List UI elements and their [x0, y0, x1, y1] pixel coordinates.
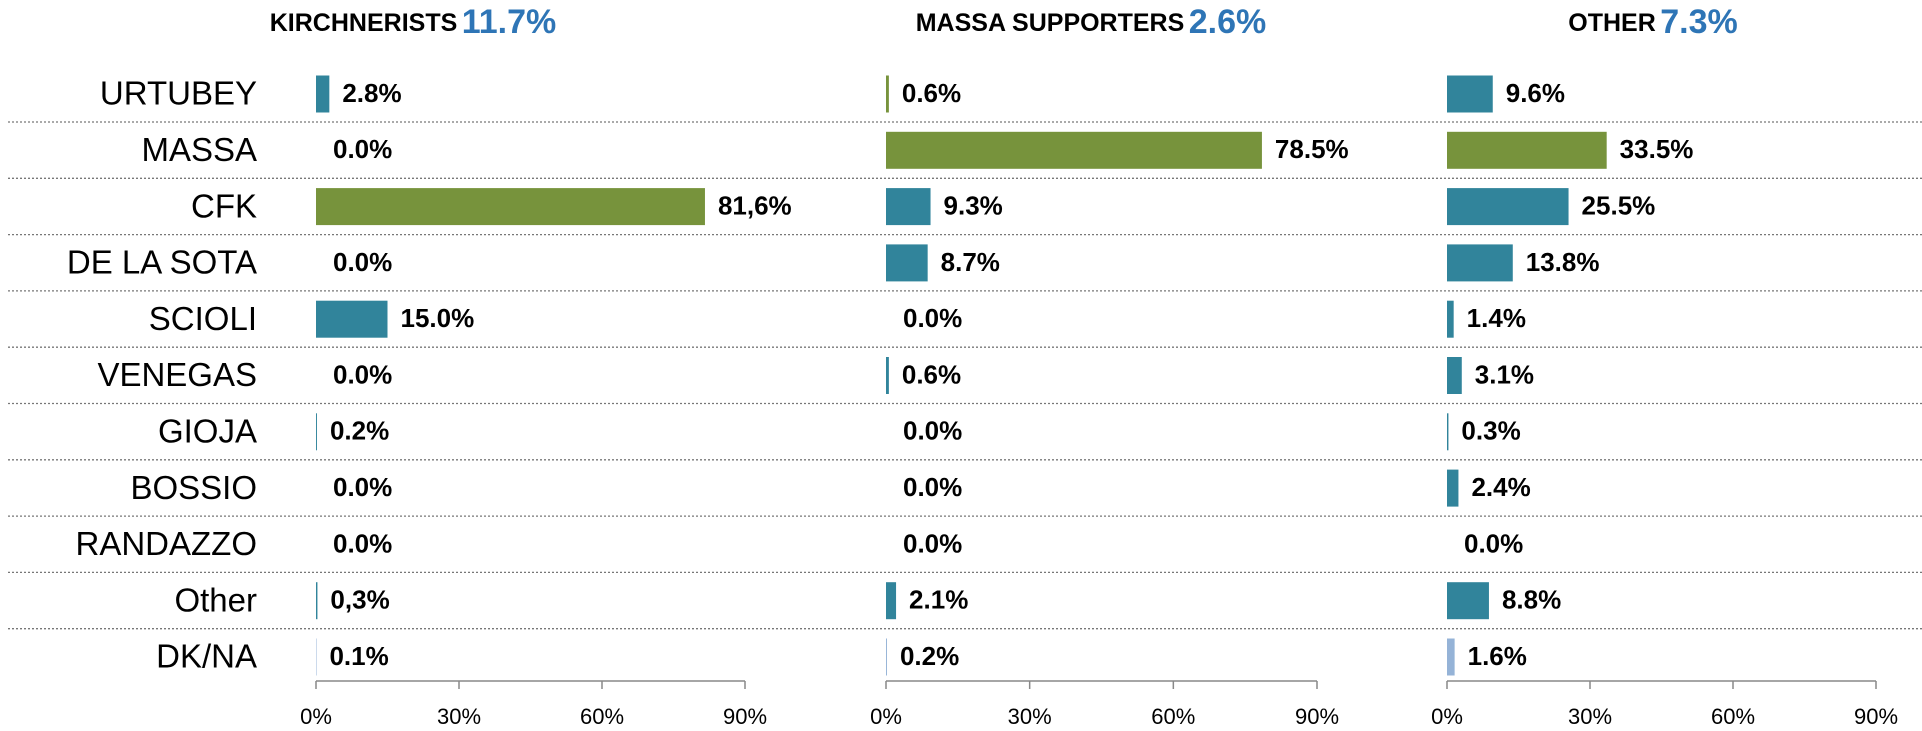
- bar: [1447, 469, 1459, 507]
- category-label: GIOJA: [158, 413, 257, 450]
- x-tick-label: 60%: [1711, 704, 1755, 729]
- bar: [1447, 413, 1449, 451]
- value-label: 8.8%: [1502, 585, 1561, 615]
- bar: [886, 244, 928, 282]
- value-label: 0.2%: [330, 416, 389, 446]
- value-label: 8.7%: [941, 247, 1000, 277]
- category-label: MASSA: [141, 131, 257, 168]
- title-text: OTHER: [1568, 9, 1656, 37]
- value-label: 0.0%: [903, 303, 962, 333]
- value-label: 0.2%: [900, 641, 959, 671]
- bar: [316, 413, 317, 451]
- value-label: 0.3%: [1461, 416, 1520, 446]
- category-label: URTUBEY: [100, 75, 257, 112]
- bar: [886, 582, 897, 620]
- value-label: 0,3%: [330, 585, 389, 615]
- bar: [886, 638, 887, 676]
- x-tick-label: 30%: [437, 704, 481, 729]
- value-label: 2.4%: [1471, 472, 1530, 502]
- x-tick-label: 60%: [580, 704, 624, 729]
- x-tick-label: 90%: [1854, 704, 1898, 729]
- x-tick-label: 90%: [723, 704, 767, 729]
- title-text: KIRCHNERISTS: [270, 9, 458, 37]
- title-value: 7.3%: [1660, 3, 1738, 41]
- value-label: 0.0%: [333, 528, 392, 558]
- category-label: Other: [174, 581, 257, 618]
- x-tick-label: 60%: [1151, 704, 1195, 729]
- bar: [886, 357, 889, 394]
- title-value: 11.7%: [462, 3, 557, 41]
- x-tick-label: 0%: [870, 704, 902, 729]
- value-label: 2.8%: [342, 78, 401, 108]
- panel-title: MASSA SUPPORTERS 2.6%: [916, 3, 1267, 41]
- category-label: BOSSIO: [130, 469, 257, 506]
- value-label: 0.0%: [333, 472, 392, 502]
- bar: [1447, 638, 1455, 676]
- category-label: VENEGAS: [97, 356, 257, 393]
- value-label: 78.5%: [1275, 134, 1349, 164]
- bar: [316, 188, 705, 226]
- bar: [1447, 357, 1462, 394]
- value-label: 0.6%: [902, 78, 961, 108]
- bar: [1447, 300, 1454, 338]
- value-label: 3.1%: [1475, 359, 1534, 389]
- value-label: 0.0%: [333, 247, 392, 277]
- x-tick-label: 90%: [1295, 704, 1339, 729]
- value-label: 9.3%: [944, 190, 1003, 220]
- bar: [1447, 75, 1493, 113]
- value-label: 25.5%: [1582, 190, 1656, 220]
- panel-title: OTHER 7.3%: [1568, 3, 1737, 41]
- value-label: 1.4%: [1467, 303, 1526, 333]
- category-label: DK/NA: [156, 638, 257, 675]
- bar: [886, 75, 889, 113]
- value-label: 1.6%: [1468, 641, 1527, 671]
- bar: [886, 188, 931, 226]
- value-label: 0.0%: [903, 416, 962, 446]
- value-label: 15.0%: [401, 303, 475, 333]
- title-value: 2.6%: [1189, 3, 1267, 41]
- value-label: 33.5%: [1620, 134, 1694, 164]
- value-label: 0.1%: [329, 641, 388, 671]
- bar: [1447, 582, 1489, 620]
- x-tick-label: 30%: [1008, 704, 1052, 729]
- value-label: 2.1%: [909, 585, 968, 615]
- category-label: RANDAZZO: [76, 525, 258, 562]
- bar: [1447, 188, 1569, 226]
- category-label: SCIOLI: [149, 300, 257, 337]
- bar: [316, 582, 318, 620]
- bar: [1447, 131, 1607, 169]
- bar: [886, 131, 1262, 169]
- x-tick-label: 0%: [300, 704, 332, 729]
- value-label: 0.0%: [903, 528, 962, 558]
- value-label: 13.8%: [1526, 247, 1600, 277]
- value-label: 0.0%: [903, 472, 962, 502]
- category-label: DE LA SOTA: [67, 244, 257, 281]
- value-label: 0.0%: [333, 134, 392, 164]
- bar: [316, 300, 388, 338]
- value-label: 9.6%: [1506, 78, 1565, 108]
- bar: [1447, 244, 1513, 282]
- panel-title: KIRCHNERISTS 11.7%: [270, 3, 557, 41]
- value-label: 0.0%: [1464, 528, 1523, 558]
- x-tick-label: 30%: [1568, 704, 1612, 729]
- bar: [316, 75, 330, 113]
- value-label: 0.6%: [902, 359, 961, 389]
- category-label: CFK: [191, 187, 257, 224]
- value-label: 81,6%: [718, 190, 792, 220]
- title-text: MASSA SUPPORTERS: [916, 9, 1185, 37]
- x-tick-label: 0%: [1431, 704, 1463, 729]
- value-label: 0.0%: [333, 359, 392, 389]
